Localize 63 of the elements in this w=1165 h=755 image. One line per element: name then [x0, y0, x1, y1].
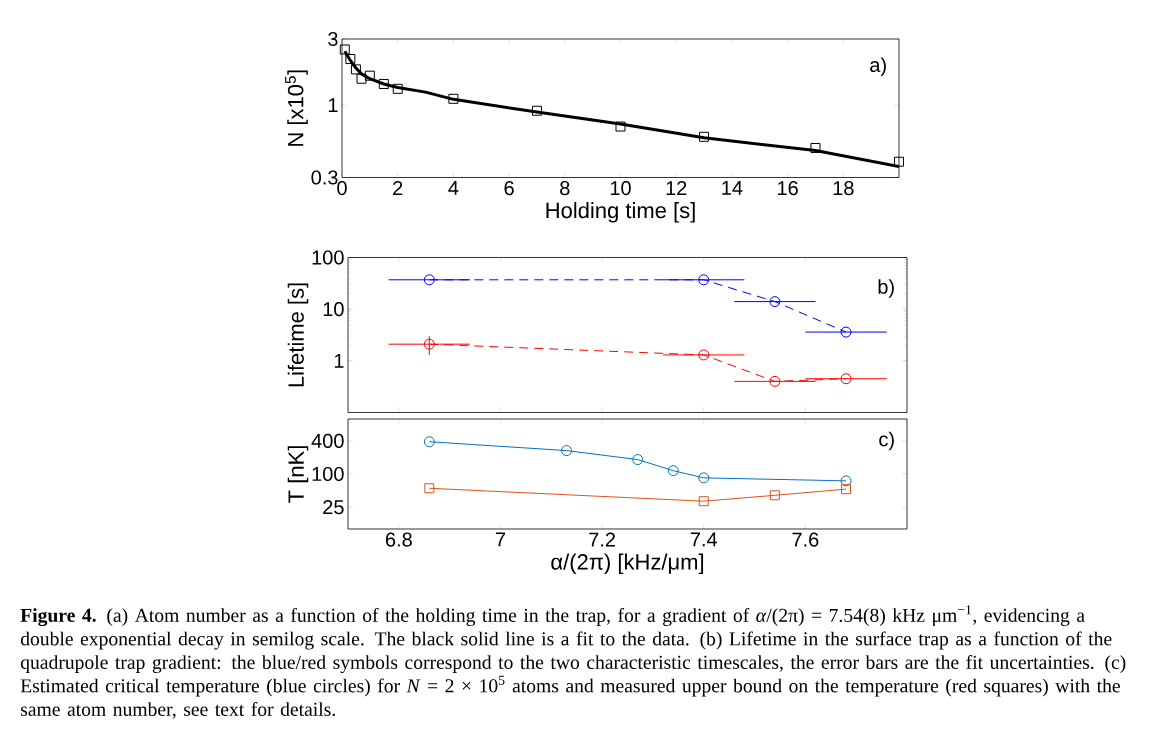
point	[769, 490, 780, 501]
point	[810, 142, 821, 153]
x-tick-label: 4	[448, 181, 459, 195]
point	[840, 373, 852, 385]
x-tick-label: 0	[337, 181, 347, 196]
y-tick-label: 100	[312, 466, 344, 482]
y-axis-title: N [x10$^{5}$]	[285, 70, 308, 146]
x-tick-label: 16	[778, 181, 798, 196]
x-tick-label: 18	[833, 181, 854, 196]
x-axis-title: Holding time [s]	[546, 202, 695, 223]
point	[423, 436, 435, 448]
point	[392, 83, 403, 94]
point	[632, 454, 644, 466]
x-tick-label: 6.8	[385, 532, 412, 547]
x-tick-label: 10	[610, 181, 631, 196]
point	[339, 44, 350, 55]
y-tick-label: 10	[323, 302, 344, 317]
point	[364, 70, 375, 81]
point	[769, 375, 781, 387]
point	[350, 64, 361, 75]
point	[448, 93, 459, 104]
point	[615, 121, 626, 132]
x-axis-title: α/(2π) [kHz/μm]	[551, 553, 704, 575]
x-tick-label: 6	[504, 181, 514, 196]
x-tick-label: 7.4	[690, 532, 718, 547]
x-tick-label: 12	[666, 181, 687, 195]
annotation: c)	[879, 431, 894, 451]
y-axis-title: T [nK]	[287, 446, 309, 503]
y-tick-label: 1	[334, 353, 344, 368]
y-tick-label: 400	[311, 433, 344, 448]
point	[531, 105, 542, 116]
x-tick-label: 7.2	[589, 532, 615, 547]
point	[378, 78, 389, 89]
point	[698, 472, 710, 484]
x-tick-label: 7	[495, 532, 506, 547]
x-tick-label: 2	[393, 181, 403, 195]
point	[356, 73, 367, 84]
annotation: b)	[878, 279, 894, 298]
text: Figure 4. (a) Atom number as a function of the holding time in the trap, for a gradient of α/(2π) = 7.54(8) kHz μm$^{−1}$, evidencing a double exponential decay in semilog scale. The black solid line is a fit to the data. (b) Lifetime in the surface trap as a function of the quadrupole trap gradient: the blue/red symbols correspond to the two characteristic timescales, the error bars are the fit uncertainties. (c) Estimated critical temperature (blue circles) for N = 2 × 10$^{5}$ atoms and measured upper bound on the temperature (red squares) with the same atom number, see text for details.	[20, 605, 1126, 719]
y-axis-title: Lifetime [s]	[287, 283, 309, 387]
point	[345, 54, 356, 65]
point	[699, 131, 710, 142]
point	[667, 465, 679, 477]
point	[841, 484, 852, 495]
y-tick-label: 25	[323, 500, 344, 515]
y-tick-label: 3	[328, 31, 338, 47]
point	[424, 483, 435, 494]
x-tick-label: 7.6	[792, 532, 819, 547]
y-tick-label: 1	[328, 98, 338, 112]
point	[698, 349, 710, 361]
y-tick-label: 100	[312, 250, 344, 265]
point	[894, 156, 904, 167]
point	[423, 274, 435, 286]
point	[840, 326, 852, 338]
point	[840, 475, 852, 487]
x-tick-label: 14	[722, 181, 743, 195]
y-tick-label: 0.3	[311, 170, 338, 185]
point	[769, 296, 781, 308]
point	[698, 274, 710, 286]
annotation: a)	[870, 57, 886, 77]
point	[698, 496, 709, 507]
x-tick-label: 8	[560, 181, 570, 196]
point	[561, 445, 573, 457]
